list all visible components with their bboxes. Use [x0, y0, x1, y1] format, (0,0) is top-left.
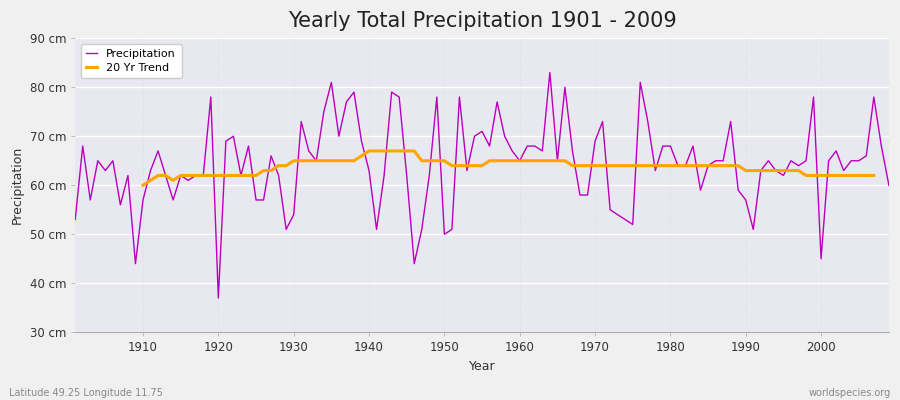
Precipitation: [348, 90, 359, 94]
20 Yr Trend: [183, 173, 194, 178]
20 Yr Trend: [198, 173, 209, 178]
X-axis label: Year: Year: [469, 360, 495, 373]
Precipitation: [130, 261, 141, 266]
20 Yr Trend: [138, 183, 148, 188]
Line: Precipitation: Precipitation: [76, 72, 889, 298]
Y-axis label: Precipitation: Precipitation: [11, 146, 24, 224]
20 Yr Trend: [868, 173, 879, 178]
20 Yr Trend: [491, 158, 502, 163]
Legend: Precipitation, 20 Yr Trend: Precipitation, 20 Yr Trend: [81, 44, 182, 78]
Precipitation: [544, 70, 555, 75]
Precipitation: [70, 217, 81, 222]
Precipitation: [620, 217, 631, 222]
20 Yr Trend: [605, 163, 616, 168]
Precipitation: [514, 158, 525, 163]
Precipitation: [303, 148, 314, 153]
Text: worldspecies.org: worldspecies.org: [809, 388, 891, 398]
Title: Yearly Total Precipitation 1901 - 2009: Yearly Total Precipitation 1901 - 2009: [288, 11, 677, 31]
Precipitation: [884, 183, 895, 188]
20 Yr Trend: [703, 163, 714, 168]
20 Yr Trend: [552, 158, 562, 163]
20 Yr Trend: [364, 148, 374, 153]
Text: Latitude 49.25 Longitude 11.75: Latitude 49.25 Longitude 11.75: [9, 388, 163, 398]
Line: 20 Yr Trend: 20 Yr Trend: [143, 151, 874, 185]
Precipitation: [213, 296, 224, 300]
Precipitation: [522, 144, 533, 148]
